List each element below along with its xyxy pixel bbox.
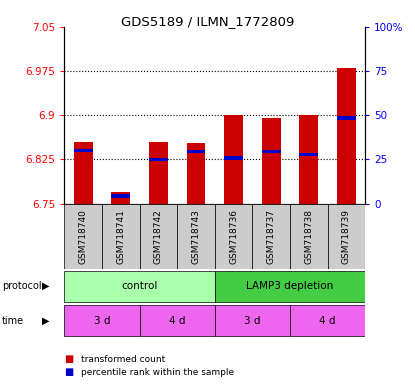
Text: time: time bbox=[2, 316, 24, 326]
Bar bbox=[252, 204, 290, 269]
Bar bbox=[64, 204, 102, 269]
Bar bbox=[224, 115, 243, 204]
Bar bbox=[177, 204, 215, 269]
Bar bbox=[337, 68, 356, 204]
Bar bbox=[290, 204, 327, 269]
Bar bbox=[139, 305, 215, 336]
Bar bbox=[187, 150, 205, 154]
Text: transformed count: transformed count bbox=[81, 354, 165, 364]
Bar bbox=[224, 156, 243, 160]
Text: 3 d: 3 d bbox=[94, 316, 110, 326]
Text: LAMP3 depletion: LAMP3 depletion bbox=[247, 281, 334, 291]
Text: GSM718736: GSM718736 bbox=[229, 209, 238, 264]
Bar bbox=[74, 142, 93, 204]
Bar bbox=[102, 204, 139, 269]
Bar bbox=[262, 150, 281, 154]
Bar bbox=[187, 144, 205, 204]
Text: GSM718742: GSM718742 bbox=[154, 209, 163, 263]
Bar bbox=[337, 116, 356, 120]
Bar bbox=[215, 271, 365, 302]
Bar bbox=[299, 115, 318, 204]
Text: GSM718738: GSM718738 bbox=[304, 209, 313, 264]
Bar bbox=[215, 204, 252, 269]
Text: ■: ■ bbox=[64, 354, 73, 364]
Bar bbox=[262, 118, 281, 204]
Bar bbox=[74, 149, 93, 152]
Text: percentile rank within the sample: percentile rank within the sample bbox=[81, 368, 234, 377]
Text: ■: ■ bbox=[64, 367, 73, 377]
Text: protocol: protocol bbox=[2, 281, 42, 291]
Bar bbox=[149, 157, 168, 161]
Text: 3 d: 3 d bbox=[244, 316, 261, 326]
Text: ▶: ▶ bbox=[42, 281, 49, 291]
Text: GSM718739: GSM718739 bbox=[342, 209, 351, 264]
Text: ▶: ▶ bbox=[42, 316, 49, 326]
Bar bbox=[139, 204, 177, 269]
Text: control: control bbox=[121, 281, 158, 291]
Bar bbox=[111, 194, 130, 198]
Bar bbox=[64, 271, 215, 302]
Bar bbox=[299, 153, 318, 156]
Text: GSM718741: GSM718741 bbox=[116, 209, 125, 263]
Text: GSM718740: GSM718740 bbox=[78, 209, 88, 263]
Text: GDS5189 / ILMN_1772809: GDS5189 / ILMN_1772809 bbox=[121, 15, 294, 28]
Text: 4 d: 4 d bbox=[169, 316, 186, 326]
Bar bbox=[327, 204, 365, 269]
Bar bbox=[290, 305, 365, 336]
Bar bbox=[149, 142, 168, 204]
Bar bbox=[64, 305, 139, 336]
Bar bbox=[215, 305, 290, 336]
Text: GSM718743: GSM718743 bbox=[191, 209, 200, 263]
Bar bbox=[111, 192, 130, 204]
Text: GSM718737: GSM718737 bbox=[267, 209, 276, 264]
Text: 4 d: 4 d bbox=[319, 316, 336, 326]
